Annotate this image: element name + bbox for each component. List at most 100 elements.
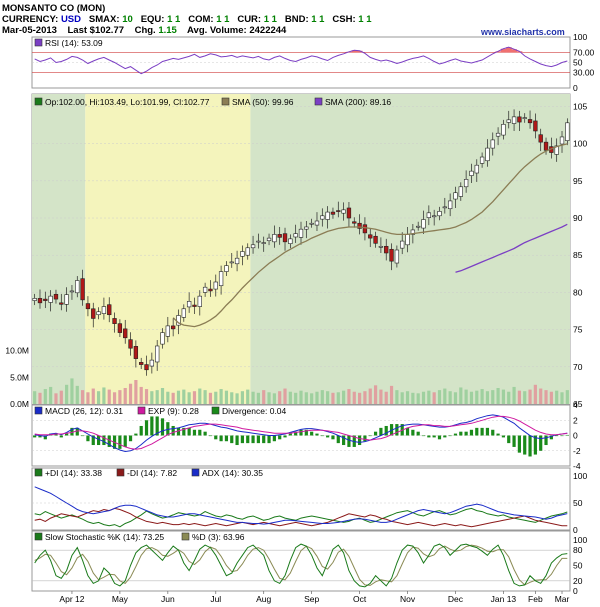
stochastic-tick-label: 0 [573, 586, 578, 596]
candle-body [91, 308, 96, 319]
candle-body [442, 206, 447, 209]
rsi-legend-swatch [34, 38, 43, 47]
candle-body [346, 207, 352, 219]
volume-bar [432, 392, 436, 404]
candle-body [378, 245, 384, 248]
volume-bar [400, 392, 404, 404]
volume-bar [102, 387, 106, 404]
macd-tick-label: 2 [573, 415, 578, 425]
macd-divergence-bar [118, 435, 122, 449]
candle-body [75, 280, 80, 294]
macd-divergence-bar [533, 435, 537, 455]
candle-body [224, 265, 229, 272]
volume-bar [128, 383, 133, 404]
rsi-legend: RSI (14): 53.09 [45, 38, 103, 48]
macd-divergence-bar [182, 427, 186, 436]
candle-body [362, 224, 368, 234]
macd-divergence-bar [459, 431, 463, 436]
candle-body [432, 215, 437, 218]
volume-bar [395, 390, 399, 404]
candle-body [533, 120, 538, 132]
x-axis-label: Dec [448, 594, 464, 604]
macd-divergence-bar [432, 435, 436, 438]
volume-bar [91, 388, 95, 404]
macd-divergence-bar [198, 429, 202, 436]
macd-divergence-bar [187, 427, 191, 436]
macd-divergence-bar [544, 435, 548, 446]
site-watermark[interactable]: www.siacharts.com [481, 27, 565, 37]
volume-bar [555, 390, 559, 404]
macd-divergence-bar [81, 435, 85, 437]
candle-body [405, 234, 410, 246]
price-tick-label: 100 [573, 139, 587, 149]
macd-divergence-bar [59, 435, 63, 438]
volume-bar [256, 392, 260, 404]
candle-body [250, 244, 256, 249]
candle-body [304, 226, 309, 230]
candle-body [490, 139, 495, 149]
macd-divergence-bar [560, 435, 564, 437]
x-axis-label: Mar [555, 594, 570, 604]
macd-legend-swatch [34, 406, 43, 415]
macd-divergence-bar [208, 435, 213, 437]
macd-divergence-bar [464, 431, 468, 436]
candle-body [293, 233, 298, 238]
volume-bar [448, 391, 452, 404]
volume-bar [496, 388, 500, 404]
candle-body [59, 302, 64, 305]
volume-bar [112, 392, 117, 404]
x-axis-label: Jul [210, 594, 221, 604]
candle-body [325, 211, 330, 220]
volume-bar [326, 391, 330, 404]
candle-body [133, 346, 139, 359]
stochastic-tick-label: 80 [573, 545, 583, 555]
candle-body [320, 215, 325, 220]
rsi-overbought-fill [351, 50, 358, 53]
quote-date: Mar-05-2013 [2, 25, 57, 36]
macd-divergence-bar [91, 435, 95, 446]
volume-bar [38, 392, 42, 404]
macd-divergence-bar [219, 435, 223, 442]
chg-label: Chg. [134, 25, 156, 36]
macd-divergence-bar [384, 425, 388, 436]
macd-signal-legend-swatch [137, 406, 146, 415]
volume-bar [219, 389, 223, 404]
macd-divergence-bar [246, 435, 250, 444]
candle-body [234, 257, 240, 265]
candle-body [538, 134, 543, 143]
candle-body [479, 156, 485, 164]
candle-body [309, 222, 314, 225]
volume-bar [549, 391, 553, 404]
candle-body [314, 220, 320, 226]
volume-bar [491, 390, 495, 404]
volume-bar [251, 391, 255, 404]
candle-body [447, 200, 453, 210]
macd-divergence-bar [75, 427, 79, 436]
volume-bar [267, 392, 271, 404]
volume-bar [469, 391, 474, 404]
candle-body [149, 359, 155, 367]
volume-bar [288, 391, 292, 404]
dmi-panel [31, 467, 571, 531]
macd-tick-label: -2 [573, 446, 581, 456]
macd-signal-line [34, 415, 568, 450]
volume-bar [155, 390, 159, 404]
candle-body [277, 234, 282, 238]
macd-divergence-bar [176, 427, 181, 436]
equ-label: EQU: [140, 14, 165, 25]
candle-body [123, 328, 128, 339]
macd-divergence-bar [480, 427, 484, 436]
rsi-tick-label: 100 [573, 32, 587, 42]
volume-bar [224, 390, 229, 404]
x-axis-label: Jan 13 [491, 594, 517, 604]
volume-bar [198, 388, 202, 404]
candle-body [240, 251, 245, 257]
candle-body [437, 211, 442, 217]
macd-divergence-bar [555, 435, 559, 437]
volume-bar [278, 391, 282, 404]
macd-tick-label: 0 [573, 431, 578, 441]
macd-divergence-bar [107, 435, 111, 447]
volume-bar [139, 386, 143, 404]
volume-bar [320, 390, 324, 404]
volume-bar [443, 388, 447, 404]
